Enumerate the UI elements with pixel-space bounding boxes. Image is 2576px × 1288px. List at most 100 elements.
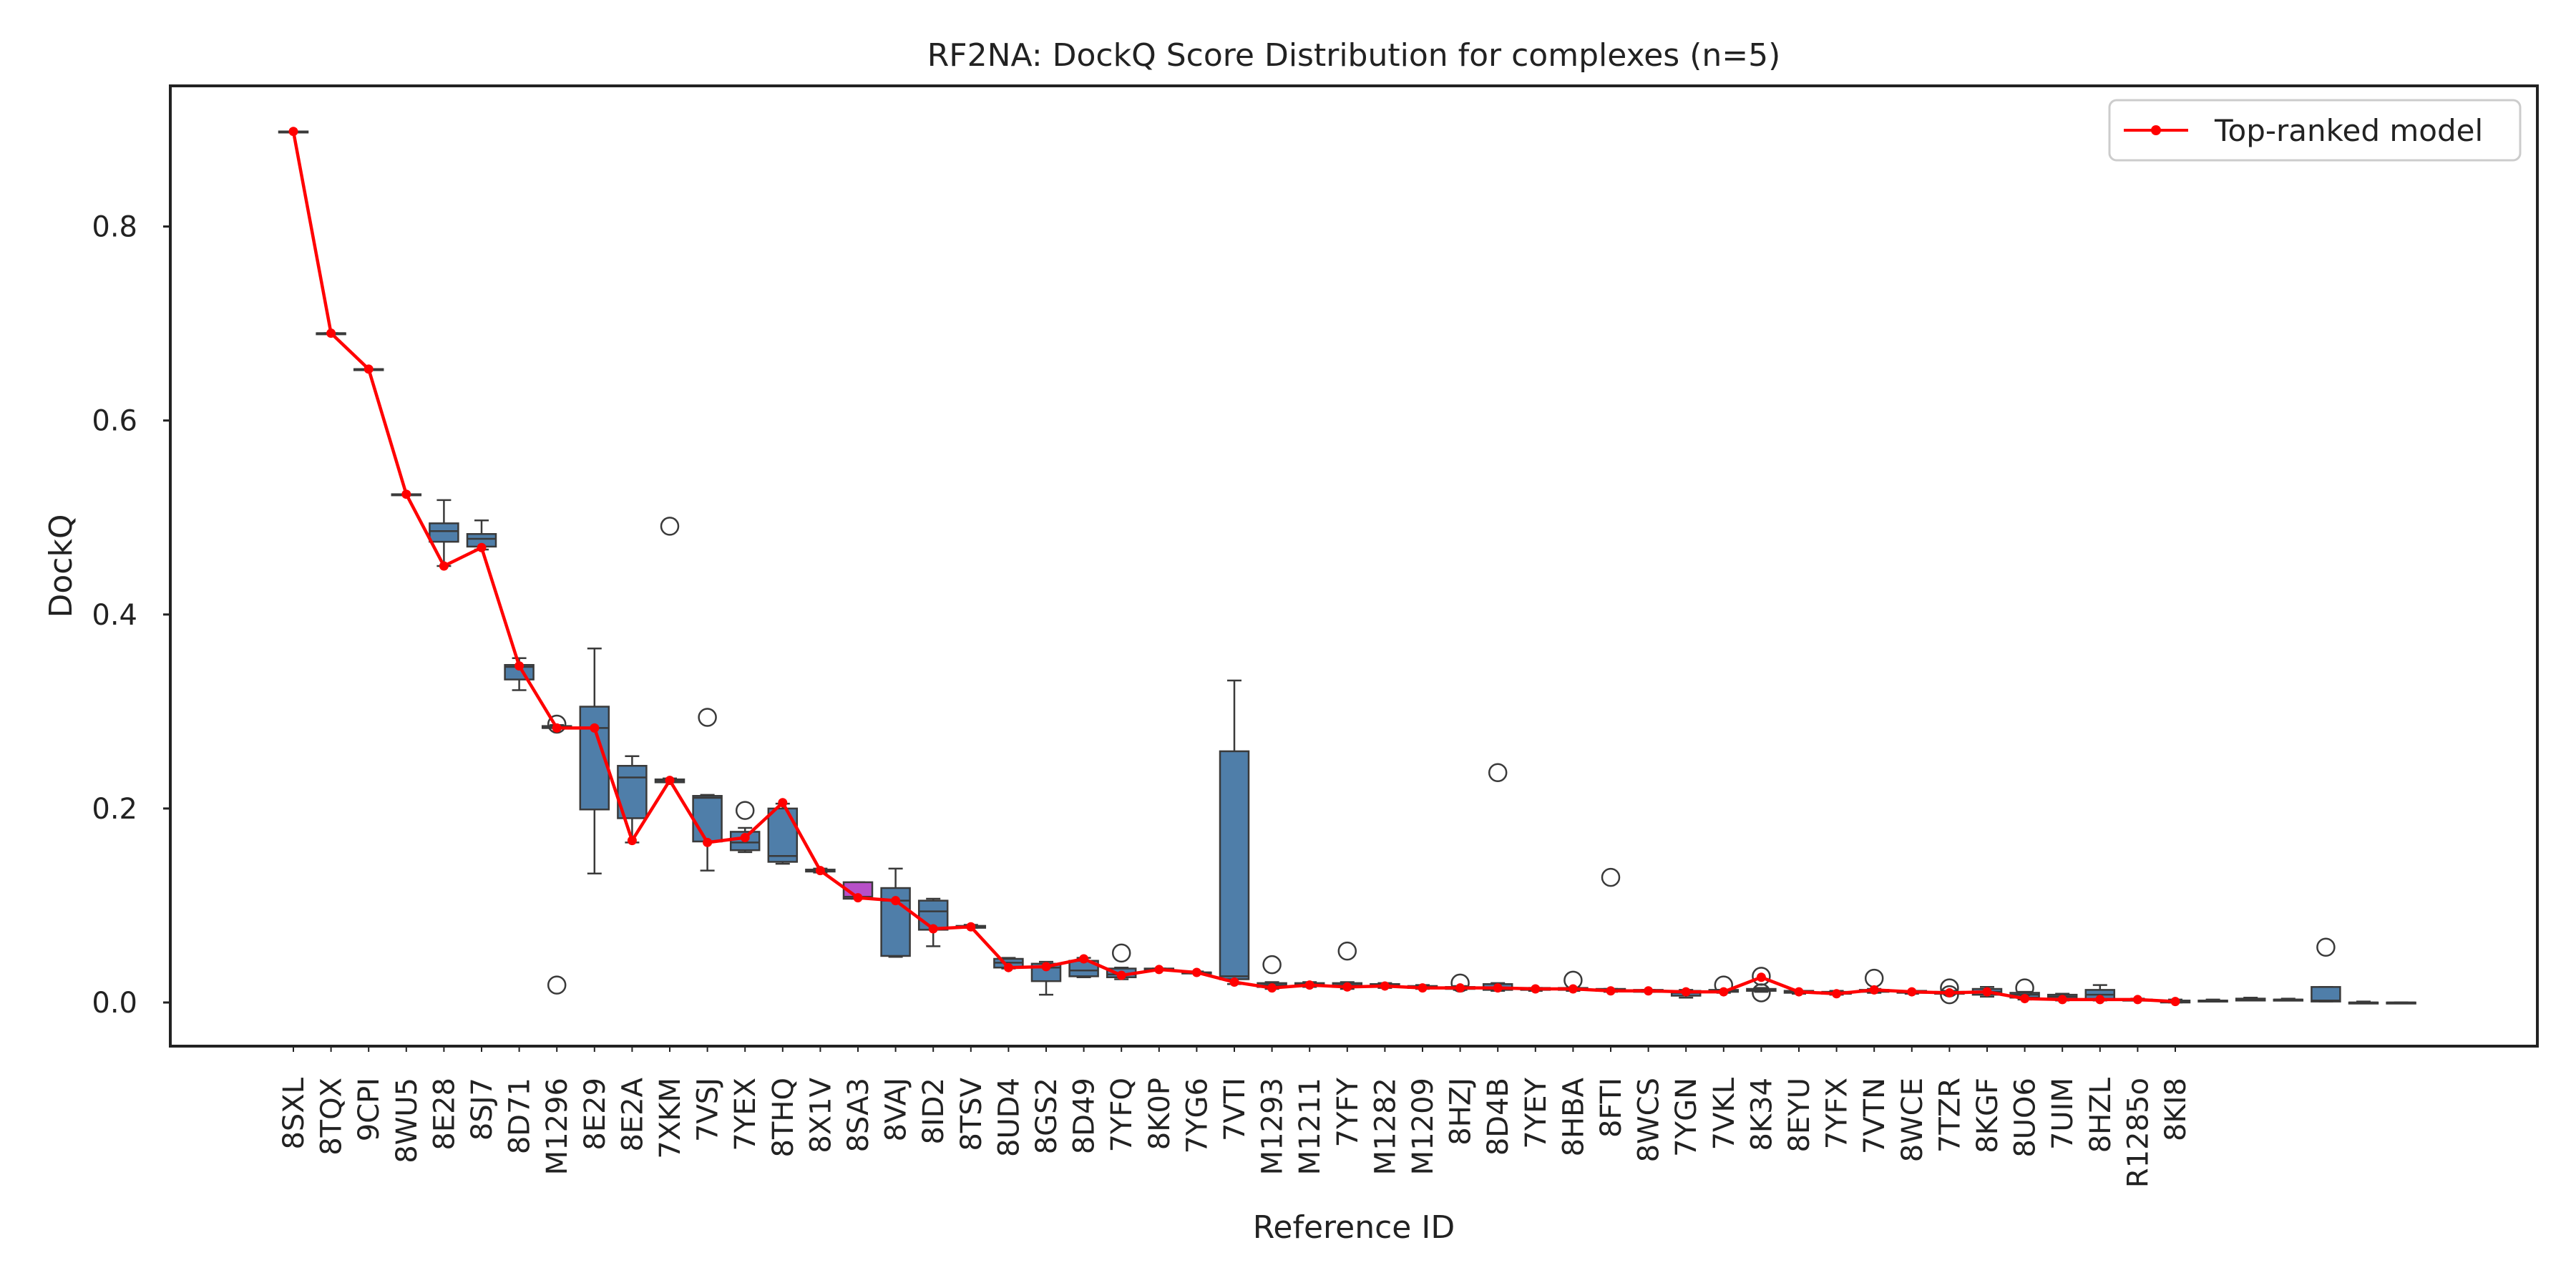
top-ranked-point [364, 364, 374, 374]
top-ranked-point [1116, 970, 1126, 980]
x-tick-label: M1282 [1369, 1078, 1402, 1175]
top-ranked-point [1832, 989, 1842, 999]
y-tick-label: 0.4 [92, 599, 137, 632]
y-tick-label: 0.2 [92, 793, 137, 826]
box-iqr [2311, 986, 2341, 1002]
top-ranked-point [514, 661, 525, 671]
top-ranked-point [966, 922, 976, 932]
legend-label: Top-ranked model [2214, 113, 2483, 148]
x-tick-label: 7UIM [2046, 1078, 2079, 1150]
x-tick-label: 8D49 [1068, 1078, 1101, 1154]
legend-box [2108, 99, 2522, 162]
box-iqr [767, 807, 799, 863]
box-group [2235, 996, 2266, 1002]
x-tick-label: 8SXL [278, 1077, 311, 1149]
top-ranked-point [1982, 987, 1992, 997]
top-ranked-point [1191, 967, 1201, 977]
x-axis-label: Reference ID [1253, 1209, 1455, 1246]
x-tick-label: M1211 [1294, 1078, 1327, 1175]
top-ranked-point [1041, 962, 1051, 972]
y-axis-label: DockQ [43, 514, 79, 618]
x-tick-label: 8EYU [1783, 1078, 1816, 1152]
x-tick-label: 8K34 [1745, 1078, 1778, 1151]
box-group [1746, 967, 1777, 1002]
x-tick-label: 8D71 [504, 1078, 537, 1154]
x-tick-label: 9CPI [353, 1078, 386, 1141]
x-tick-label: 8D4B [1482, 1078, 1515, 1156]
top-ranked-point [1719, 987, 1729, 997]
box-iqr [1219, 750, 1250, 980]
top-ranked-point [1342, 982, 1352, 992]
outlier-point [1752, 983, 1771, 1002]
outlier-point [1488, 763, 1508, 782]
box-iqr [692, 795, 723, 843]
x-tick-label: 7YFY [1332, 1077, 1365, 1147]
x-tick-label: 7TZR [1933, 1078, 1966, 1153]
top-ranked-point [928, 924, 938, 934]
x-tick-label: 8HBA [1557, 1077, 1590, 1156]
x-tick-label: 8HZJ [1445, 1078, 1478, 1146]
top-ranked-point [1606, 986, 1616, 996]
y-tick-label: 0.0 [92, 987, 137, 1020]
top-ranked-point [853, 893, 863, 903]
top-ranked-point [552, 723, 562, 733]
top-ranked-point [1756, 972, 1766, 982]
top-ranked-point [1418, 983, 1428, 993]
x-tick-label: 7VKL [1708, 1077, 1741, 1150]
top-ranked-point [326, 328, 336, 338]
x-tick-label: M1296 [541, 1078, 574, 1175]
plot-frame [169, 84, 2539, 1048]
top-ranked-point [2020, 994, 2030, 1004]
x-tick-label: 8UD4 [992, 1078, 1025, 1157]
top-ranked-point [2057, 995, 2067, 1005]
x-tick-label: 8ID2 [917, 1078, 950, 1145]
top-ranked-point [1003, 962, 1013, 972]
legend: Top-ranked model [2108, 99, 2522, 162]
top-ranked-point [1944, 987, 1954, 997]
x-tick-label: 8UO6 [2009, 1078, 2042, 1158]
x-tick-label: 8GS2 [1030, 1078, 1063, 1154]
outlier-point [1337, 941, 1357, 961]
top-ranked-point [1568, 984, 1578, 994]
box-group [2311, 937, 2341, 1002]
x-tick-label: 7YEX [729, 1078, 762, 1151]
outlier-point [1111, 943, 1131, 963]
box-group [2197, 998, 2228, 1003]
top-ranked-point [2170, 997, 2180, 1007]
x-tick-label: 7VTI [1219, 1078, 1252, 1141]
outlier-point [698, 708, 717, 727]
box-group [2386, 1001, 2416, 1005]
top-ranked-point [1644, 986, 1654, 996]
top-ranked-point [1869, 985, 1879, 995]
x-tick-label: 8E29 [579, 1078, 612, 1151]
outlier-point [660, 517, 680, 536]
x-tick-label: 8VAJ [880, 1078, 913, 1141]
top-ranked-point [1455, 983, 1465, 993]
x-tick-label: 7XKM [654, 1078, 687, 1159]
x-tick-label: M1209 [1407, 1078, 1440, 1175]
x-tick-label: 8X1V [804, 1077, 837, 1153]
x-tick-label: 8FTI [1595, 1078, 1628, 1138]
top-ranked-point [1493, 983, 1503, 993]
top-ranked-point [288, 127, 298, 137]
y-tick-label: 0.8 [92, 211, 137, 244]
top-ranked-point [778, 798, 788, 808]
x-tick-label: 8SJ7 [466, 1078, 499, 1141]
top-ranked-point [1531, 984, 1541, 994]
top-ranked-point [703, 837, 713, 847]
x-tick-label: 8KI8 [2160, 1078, 2192, 1141]
x-tick-label: 8THQ [767, 1078, 800, 1157]
x-tick-label: 8HZL [2084, 1077, 2117, 1153]
top-ranked-point [1794, 987, 1804, 997]
x-tick-label: 8TQX [316, 1078, 348, 1156]
top-ranked-point [477, 542, 487, 552]
x-tick-label: 8WU5 [391, 1078, 424, 1163]
x-tick-label: 7YFX [1821, 1078, 1854, 1149]
x-tick-label: R1285o [2122, 1078, 2155, 1188]
top-ranked-point [627, 836, 637, 846]
top-ranked-point [2132, 995, 2142, 1005]
top-ranked-point [1907, 987, 1917, 997]
x-tick-label: 8K0P [1143, 1078, 1176, 1150]
box-group [2273, 997, 2304, 1002]
